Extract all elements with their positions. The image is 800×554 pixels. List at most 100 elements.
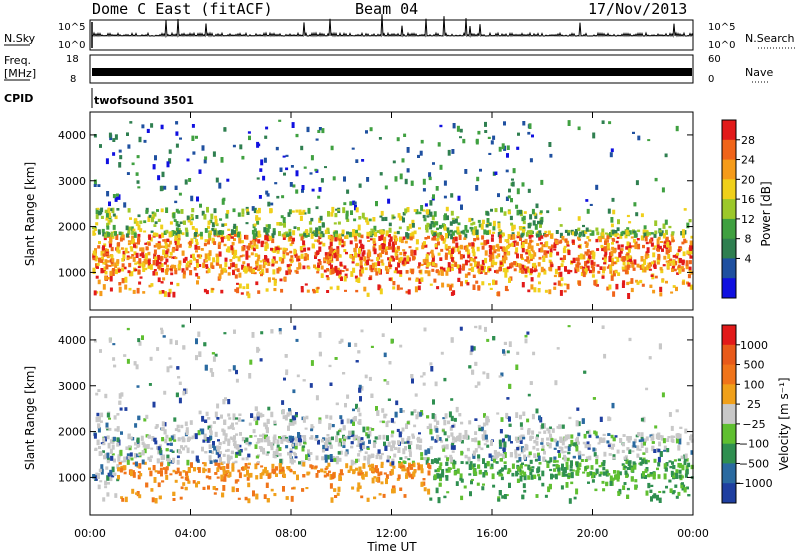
heatmap-cell xyxy=(355,434,358,439)
nave-label: Nave xyxy=(745,66,773,79)
heatmap-cell xyxy=(229,455,233,460)
heatmap-cell xyxy=(539,212,543,215)
heatmap-cell xyxy=(295,170,299,177)
heatmap-cell xyxy=(492,336,496,341)
heatmap-cell xyxy=(241,419,245,422)
heatmap-cell xyxy=(215,445,219,449)
heatmap-cell xyxy=(342,425,346,431)
heatmap-cell xyxy=(147,456,151,461)
heatmap-cell xyxy=(512,168,516,174)
heatmap-cell xyxy=(690,235,694,239)
heatmap-cell xyxy=(168,256,172,259)
heatmap-cell xyxy=(675,409,679,413)
heatmap-cell xyxy=(443,431,447,436)
heatmap-cell xyxy=(177,376,181,379)
heatmap-cell xyxy=(388,222,392,227)
heatmap-cell xyxy=(153,477,157,483)
heatmap-cell xyxy=(214,215,218,219)
heatmap-cell xyxy=(616,449,620,454)
heatmap-cell xyxy=(490,463,494,469)
heatmap-cell xyxy=(681,259,685,264)
heatmap-cell xyxy=(483,413,486,418)
heatmap-cell xyxy=(564,238,568,243)
heatmap-cell xyxy=(343,275,347,282)
heatmap-cell xyxy=(498,228,502,232)
heatmap-cell xyxy=(528,234,532,239)
heatmap-cell xyxy=(291,420,295,426)
heatmap-cell xyxy=(175,248,179,251)
heatmap-cell xyxy=(278,453,282,457)
heatmap-cell xyxy=(208,450,212,454)
heatmap-cell xyxy=(430,230,434,233)
heatmap-cell xyxy=(145,246,149,251)
heatmap-cell xyxy=(229,259,233,262)
heatmap-cell xyxy=(318,351,322,357)
heatmap-cell xyxy=(150,283,154,287)
heatmap-cell xyxy=(138,341,142,346)
heatmap-cell xyxy=(299,246,303,252)
heatmap-cell xyxy=(99,420,103,423)
heatmap-cell xyxy=(654,425,658,429)
heatmap-cell xyxy=(429,446,433,450)
heatmap-cell xyxy=(423,262,427,265)
heatmap-cell xyxy=(256,415,260,421)
heatmap-cell xyxy=(677,249,681,253)
heatmap-cell xyxy=(689,240,693,246)
heatmap-cell xyxy=(218,241,222,245)
heatmap-cell xyxy=(538,476,542,481)
heatmap-cell xyxy=(357,277,361,283)
heatmap-cell xyxy=(190,462,193,468)
heatmap-cell xyxy=(355,207,359,213)
heatmap-cell xyxy=(437,252,441,256)
heatmap-cell xyxy=(553,447,557,450)
heatmap-cell xyxy=(449,249,453,255)
heatmap-cell xyxy=(586,465,590,469)
heatmap-cell xyxy=(437,270,441,276)
heatmap-cell xyxy=(139,247,143,252)
heatmap-cell xyxy=(492,135,496,140)
heatmap-cell xyxy=(338,233,342,239)
heatmap-cell xyxy=(432,162,435,165)
heatmap-cell xyxy=(280,439,284,444)
heatmap-cell xyxy=(427,235,430,239)
heatmap-cell xyxy=(242,286,246,290)
heatmap-cell xyxy=(372,229,376,234)
heatmap-cell xyxy=(222,429,226,436)
heatmap-cell xyxy=(369,467,373,471)
heatmap-cell xyxy=(456,264,460,269)
heatmap-cell xyxy=(291,122,295,128)
heatmap-cell xyxy=(503,441,507,448)
heatmap-cell xyxy=(250,413,254,418)
heatmap-cell xyxy=(383,413,387,419)
heatmap-cell xyxy=(352,421,355,426)
heatmap-cell xyxy=(328,426,331,430)
heatmap-cell xyxy=(276,247,280,252)
heatmap-cell xyxy=(593,280,597,286)
heatmap-cell xyxy=(189,420,193,425)
heatmap-cell xyxy=(550,244,554,249)
heatmap-cell xyxy=(378,245,382,251)
heatmap-cell xyxy=(486,338,490,342)
heatmap-cell xyxy=(408,277,412,281)
heatmap-cell xyxy=(117,467,121,472)
heatmap-cell xyxy=(303,212,307,215)
heatmap-cell xyxy=(635,279,639,283)
heatmap-cell xyxy=(504,271,508,278)
heatmap-cell xyxy=(163,245,167,249)
heatmap-cell xyxy=(257,217,261,221)
heatmap-cell xyxy=(271,468,275,474)
heatmap-cell xyxy=(356,487,360,492)
heatmap-cell xyxy=(610,148,614,153)
heatmap-cell xyxy=(564,445,568,449)
heatmap-cell xyxy=(617,244,621,250)
heatmap-cell xyxy=(508,482,511,488)
heatmap-cell xyxy=(108,132,112,138)
heatmap-cell xyxy=(388,277,392,281)
heatmap-cell xyxy=(150,488,154,492)
heatmap-cell xyxy=(124,496,128,503)
heatmap-cell xyxy=(486,461,490,467)
heatmap-cell xyxy=(625,255,629,261)
heatmap-cell xyxy=(480,266,484,271)
heatmap-cell xyxy=(553,248,557,251)
heatmap-cell xyxy=(531,413,535,420)
